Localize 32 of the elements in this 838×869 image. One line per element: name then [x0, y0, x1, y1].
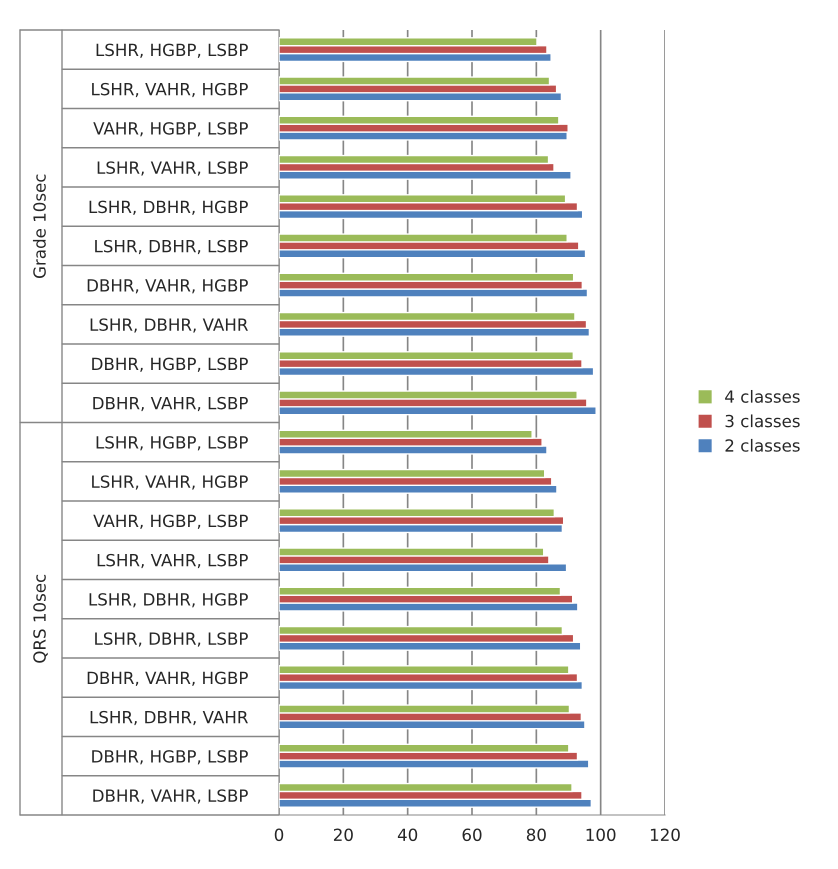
y-tick-label: LSHR, VAHR, LSBP	[98, 554, 248, 568]
y-tick-label: LSHR, VAHR, LSBP	[98, 161, 248, 176]
x-tick-label: 100	[586, 828, 616, 842]
y-tick-label: DBHR, VAHR, HGBP	[88, 672, 248, 686]
y-tick-label: LSHR, DBHR, VAHR	[90, 710, 248, 726]
y-tick-label: LSHR, HGBP, LSBP	[96, 436, 248, 450]
y-tick-label: DBHR, VAHR, LSBP	[93, 789, 248, 804]
legend-label: 4 classes	[725, 390, 800, 403]
y-tick-label: DBHR, VAHR, HGBP	[88, 279, 248, 294]
x-tick-label: 60	[462, 828, 482, 842]
y-tick-label: DBHR, VAHR, LSBP	[93, 396, 248, 412]
y-tick-label: LSHR, DBHR, HGBP	[90, 200, 248, 215]
y-tick-label: LSHR, VAHR, HGBP	[92, 475, 248, 490]
y-tick-label: LSHR, DBHR, HGBP	[90, 593, 248, 608]
x-tick-label: 20	[334, 828, 353, 842]
y-tick-label: DBHR, HGBP, LSBP	[92, 358, 248, 372]
y-tick-label: LSHR, VAHR, HGBP	[92, 82, 248, 98]
y-tick-label: LSHR, DBHR, LSBP	[95, 632, 248, 647]
text: QRS 10sec	[33, 574, 48, 663]
legend-label: 3 classes	[726, 414, 800, 428]
y-tick-label: VAHR, HGBP, LSBP	[93, 514, 248, 529]
y-tick-label: LSHR, DBHR, LSBP	[95, 240, 248, 254]
x-tick-label: 40	[398, 828, 418, 842]
x-tick-label: 120	[650, 828, 680, 842]
x-tick-label: 0	[274, 828, 284, 842]
y-tick-label: DBHR, HGBP, LSBP	[92, 750, 248, 764]
text: Grade 10sec	[32, 174, 46, 278]
y-tick-label: LSHR, DBHR, VAHR	[90, 318, 248, 333]
y-tick-label: LSHR, HGBP, LSBP	[96, 44, 248, 58]
legend-label: 2 classes	[726, 438, 800, 452]
x-tick-label: 80	[526, 828, 546, 842]
y-tick-label: VAHR, HGBP, LSBP	[93, 122, 248, 136]
